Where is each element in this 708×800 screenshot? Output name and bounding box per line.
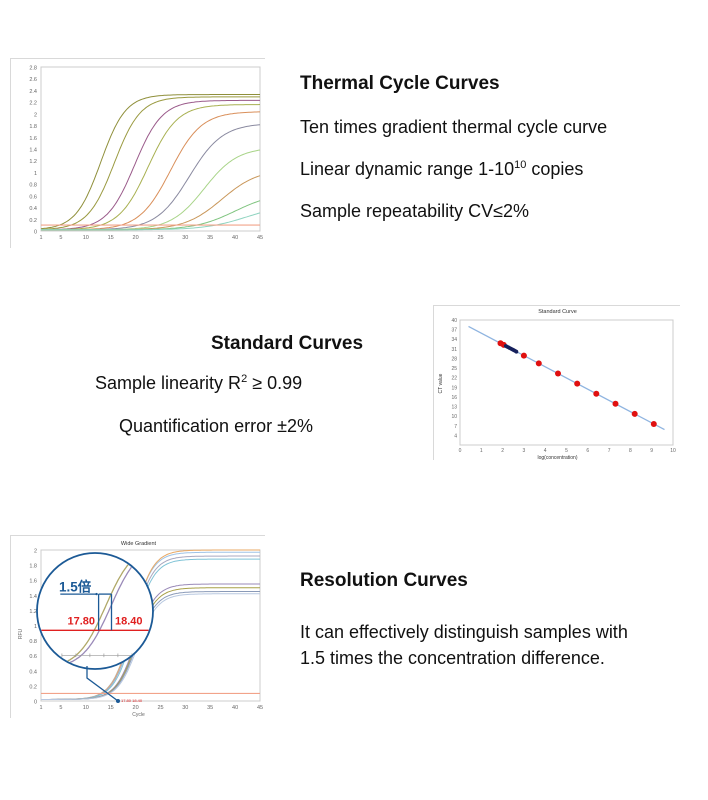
svg-text:15: 15 [108,235,114,241]
svg-text:1.4: 1.4 [29,594,37,600]
svg-text:0: 0 [34,700,37,706]
svg-text:0.2: 0.2 [29,218,37,224]
svg-text:4: 4 [544,448,547,454]
svg-text:2: 2 [501,448,504,454]
svg-text:0.8: 0.8 [29,639,37,645]
svg-text:10: 10 [83,705,89,711]
svg-text:30: 30 [182,235,188,241]
svg-text:45: 45 [257,705,263,711]
svg-text:Cycle: Cycle [132,712,145,718]
svg-text:20: 20 [133,705,139,711]
svg-text:34: 34 [451,337,457,343]
svg-text:25: 25 [157,705,163,711]
svg-text:15: 15 [108,705,114,711]
svg-text:9: 9 [650,448,653,454]
svg-text:10: 10 [670,448,676,454]
svg-text:log(concentration): log(concentration) [537,455,577,461]
svg-text:0.6: 0.6 [29,654,37,660]
svg-text:2.2: 2.2 [29,101,37,107]
svg-text:1: 1 [34,171,37,177]
svg-text:45: 45 [257,235,263,241]
svg-text:28: 28 [451,357,457,363]
svg-text:6: 6 [586,448,589,454]
svg-text:5: 5 [59,705,62,711]
svg-text:0.6: 0.6 [29,194,37,200]
svg-text:2.6: 2.6 [29,77,37,83]
svg-text:0: 0 [34,230,37,236]
svg-text:Standard Curve: Standard Curve [538,309,577,315]
svg-text:13: 13 [451,405,457,411]
svg-text:4: 4 [454,433,457,439]
svg-text:8: 8 [629,448,632,454]
svg-text:25: 25 [451,366,457,372]
svg-text:25: 25 [157,235,163,241]
svg-text:22: 22 [451,376,457,382]
svg-text:20: 20 [133,235,139,241]
svg-text:1: 1 [39,235,42,241]
svg-text:1.2: 1.2 [29,609,37,615]
svg-text:10: 10 [451,414,457,420]
svg-text:37: 37 [451,328,457,334]
svg-text:Wide Gradient: Wide Gradient [121,541,157,547]
svg-text:10: 10 [83,235,89,241]
svg-text:19: 19 [451,385,457,391]
svg-text:1: 1 [34,624,37,630]
svg-text:31: 31 [451,347,457,353]
svg-text:0.4: 0.4 [29,206,37,212]
svg-text:1.2: 1.2 [29,159,37,165]
svg-text:1.6: 1.6 [29,136,37,142]
svg-text:0.8: 0.8 [29,183,37,189]
svg-text:1.8: 1.8 [29,124,37,130]
svg-text:2: 2 [34,112,37,118]
svg-text:0.4: 0.4 [29,669,37,675]
svg-text:35: 35 [207,705,213,711]
svg-text:35: 35 [207,235,213,241]
svg-text:2.8: 2.8 [29,66,37,72]
svg-text:2.4: 2.4 [29,89,37,95]
svg-text:1.8: 1.8 [29,564,37,570]
svg-text:7: 7 [608,448,611,454]
svg-text:0.2: 0.2 [29,684,37,690]
svg-text:1: 1 [480,448,483,454]
svg-text:30: 30 [182,705,188,711]
svg-text:5: 5 [565,448,568,454]
svg-text:7: 7 [454,424,457,430]
svg-text:5: 5 [59,235,62,241]
svg-text:40: 40 [451,318,457,324]
svg-text:3: 3 [523,448,526,454]
svg-text:2: 2 [34,549,37,555]
svg-text:1.4: 1.4 [29,148,37,154]
svg-text:40: 40 [232,705,238,711]
svg-text:40: 40 [232,235,238,241]
svg-text:CT value: CT value [438,373,444,393]
svg-text:0: 0 [459,448,462,454]
svg-text:RFU: RFU [18,628,24,639]
svg-text:16: 16 [451,395,457,401]
svg-text:1.6: 1.6 [29,579,37,585]
svg-text:1: 1 [39,705,42,711]
